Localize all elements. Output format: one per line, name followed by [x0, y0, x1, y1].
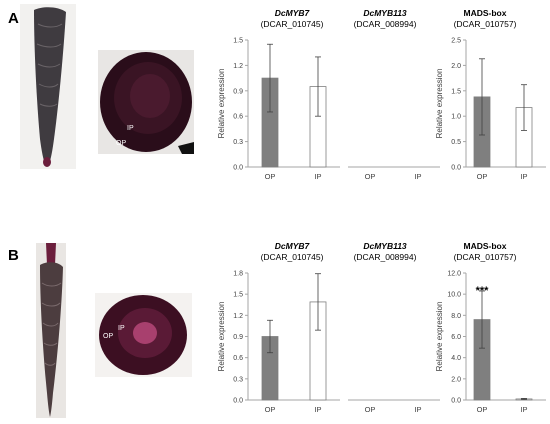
y-tick-label: 2.5	[451, 38, 461, 45]
chart-title-a1: DcMYB7 (DCAR_010745)	[247, 8, 337, 30]
bar-chart-a2: OP IP	[348, 166, 440, 181]
y-tick-label: 1.8	[233, 271, 243, 278]
gene-name: DcMYB7	[274, 8, 310, 18]
x-tick-label: IP	[314, 405, 321, 414]
bar-chart-a1: 0.0 0.3 0.6 0.9 1.2 1.5 Relative expression OP I…	[217, 38, 340, 181]
y-tick-label: 10.0	[447, 292, 461, 299]
gene-id: (DCAR_010757)	[453, 19, 517, 29]
chart-title-b2: DcMYB113 (DCAR_008994)	[340, 241, 430, 263]
gene-name: DcMYB113	[363, 8, 407, 18]
x-tick-label: IP	[414, 172, 421, 181]
x-tick-label: IP	[520, 172, 527, 181]
x-tick-label: OP	[365, 172, 376, 181]
y-tick-label: 6.0	[451, 334, 461, 341]
y-tick-label: 0.3	[233, 139, 243, 146]
chart-title-a3: MADS-box (DCAR_010757)	[440, 8, 530, 30]
y-tick-label: 1.5	[233, 292, 243, 299]
carrot-photo-a	[20, 4, 76, 169]
y-tick-label: 0.6	[233, 355, 243, 362]
y-tick-label: 0.0	[233, 398, 243, 405]
x-tick-label: OP	[365, 405, 376, 414]
x-tick-label: OP	[265, 405, 276, 414]
gene-id: (DCAR_010745)	[260, 19, 324, 29]
y-tick-label: 2.0	[451, 63, 461, 70]
ip-label-b: IP	[118, 325, 125, 332]
gene-id: (DCAR_010757)	[453, 252, 517, 262]
bar-chart-b2: OP IP	[348, 399, 440, 414]
op-label-a: OP	[116, 140, 127, 147]
bar-chart-b1: 0.0 0.3 0.6 0.9 1.2 1.5 1.8 Relative expression…	[217, 271, 340, 414]
y-axis-label: Relative expression	[217, 69, 226, 139]
y-axis-label: Relative expression	[435, 302, 444, 372]
op-label-b: OP	[103, 333, 114, 340]
x-tick-label: IP	[314, 172, 321, 181]
y-tick-label: 0.5	[451, 139, 461, 146]
ip-label-a: IP	[127, 125, 134, 132]
chart-title-a2: DcMYB113 (DCAR_008994)	[340, 8, 430, 30]
significance-marker: ***	[476, 285, 490, 297]
panel-letter-b: B	[8, 247, 19, 264]
y-axis-label: Relative expression	[217, 302, 226, 372]
gene-id: (DCAR_008994)	[353, 19, 417, 29]
chart-title-b1: DcMYB7 (DCAR_010745)	[247, 241, 337, 263]
y-tick-label: 12.0	[447, 271, 461, 278]
y-tick-label: 1.2	[233, 63, 243, 70]
gene-name: DcMYB7	[274, 241, 310, 251]
y-tick-label: 0.3	[233, 376, 243, 383]
panel-letter-a: A	[8, 10, 19, 27]
carrot-photo-b	[36, 243, 66, 418]
y-tick-label: 1.2	[233, 313, 243, 320]
y-tick-label: 1.5	[451, 88, 461, 95]
y-tick-label: 2.0	[451, 376, 461, 383]
y-tick-label: 0.0	[451, 165, 461, 172]
x-tick-label: OP	[477, 172, 488, 181]
y-tick-label: 0.0	[233, 165, 243, 172]
bar-chart-b3: 0.0 2.0 4.0 6.0 8.0 10.0 12.0 Relative expressi…	[435, 271, 546, 414]
carrot-cross-section-photo-b	[95, 293, 192, 377]
carrot-cross-section-photo-a	[98, 50, 194, 154]
y-tick-label: 0.9	[233, 88, 243, 95]
gene-id: (DCAR_010745)	[260, 252, 324, 262]
x-tick-label: IP	[520, 405, 527, 414]
x-tick-label: OP	[477, 405, 488, 414]
y-tick-label: 4.0	[451, 355, 461, 362]
chart-title-b3: MADS-box (DCAR_010757)	[440, 241, 530, 263]
y-tick-label: 8.0	[451, 313, 461, 320]
y-tick-label: 0.0	[451, 398, 461, 405]
y-tick-label: 1.0	[451, 114, 461, 121]
gene-name: MADS-box	[463, 241, 507, 251]
gene-id: (DCAR_008994)	[353, 252, 417, 262]
x-tick-label: OP	[265, 172, 276, 181]
y-axis-label: Relative expression	[435, 69, 444, 139]
gene-name: DcMYB113	[363, 241, 407, 251]
y-tick-label: 1.5	[233, 38, 243, 45]
x-tick-label: IP	[414, 405, 421, 414]
gene-name: MADS-box	[463, 8, 507, 18]
y-tick-label: 0.9	[233, 334, 243, 341]
y-tick-label: 0.6	[233, 114, 243, 121]
bar-chart-a3: 0.0 0.5 1.0 1.5 2.0 2.5 Relative expression OP I…	[435, 38, 546, 181]
